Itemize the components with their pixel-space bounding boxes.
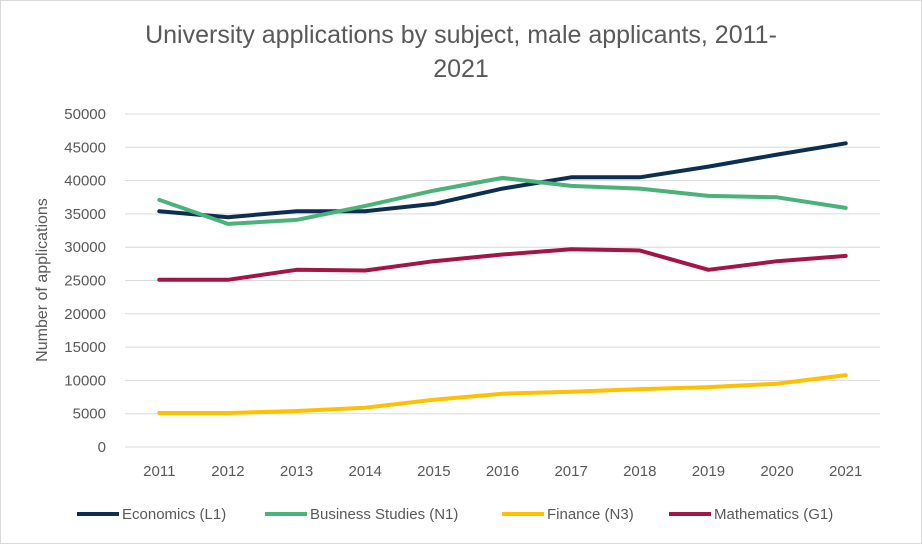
x-tick-label: 2015 <box>417 463 450 480</box>
x-tick-label: 2021 <box>829 463 862 480</box>
chart-title-line-1: University applications by subject, male… <box>145 21 777 49</box>
y-tick-label: 0 <box>98 439 106 456</box>
y-tick-label: 20000 <box>64 306 106 323</box>
y-tick-label: 10000 <box>64 372 106 389</box>
y-tick-label: 15000 <box>64 339 106 356</box>
series-line-3 <box>157 247 848 282</box>
legend-label-2: Finance (N3) <box>547 506 634 523</box>
legend-label-0: Economics (L1) <box>122 506 226 523</box>
y-tick-label: 30000 <box>64 239 106 256</box>
legend-label-3: Mathematics (G1) <box>714 506 833 523</box>
series-line-2 <box>157 373 848 415</box>
y-tick-label: 40000 <box>64 173 106 190</box>
legend-label-1: Business Studies (N1) <box>310 506 458 523</box>
x-axis-ticks: 2011 2012 2013 2014 2015 2016 2017 2018 2019 2020… <box>143 463 862 480</box>
chart-title: University applications by subject, male… <box>0 18 922 86</box>
y-tick-label: 5000 <box>73 406 106 423</box>
x-tick-label: 2011 <box>143 463 175 480</box>
series-lines <box>157 141 848 415</box>
x-tick-label: 2019 <box>692 463 725 480</box>
gridlines <box>125 113 880 448</box>
x-tick-label: 2020 <box>760 463 793 480</box>
series-line-0 <box>157 141 848 220</box>
x-tick-label: 2013 <box>280 463 313 480</box>
x-tick-label: 2014 <box>349 463 382 480</box>
x-tick-label: 2012 <box>211 463 244 480</box>
chart-title-line-2: 2021 <box>433 55 489 83</box>
x-tick-label: 2018 <box>623 463 656 480</box>
legend: Economics (L1) Business Studies (N1) Finan… <box>77 506 833 523</box>
y-axis-ticks: 0 5000 10000 15000 20000 25000 30000 35000 40000… <box>64 106 106 456</box>
series-line-1 <box>157 175 848 226</box>
x-tick-label: 2017 <box>554 463 587 480</box>
y-tick-label: 35000 <box>64 206 106 223</box>
y-tick-label: 25000 <box>64 273 106 290</box>
x-tick-label: 2016 <box>486 463 519 480</box>
y-tick-label: 45000 <box>64 139 106 156</box>
y-axis-label: Number of applications <box>34 198 51 362</box>
y-tick-label: 50000 <box>64 106 106 123</box>
